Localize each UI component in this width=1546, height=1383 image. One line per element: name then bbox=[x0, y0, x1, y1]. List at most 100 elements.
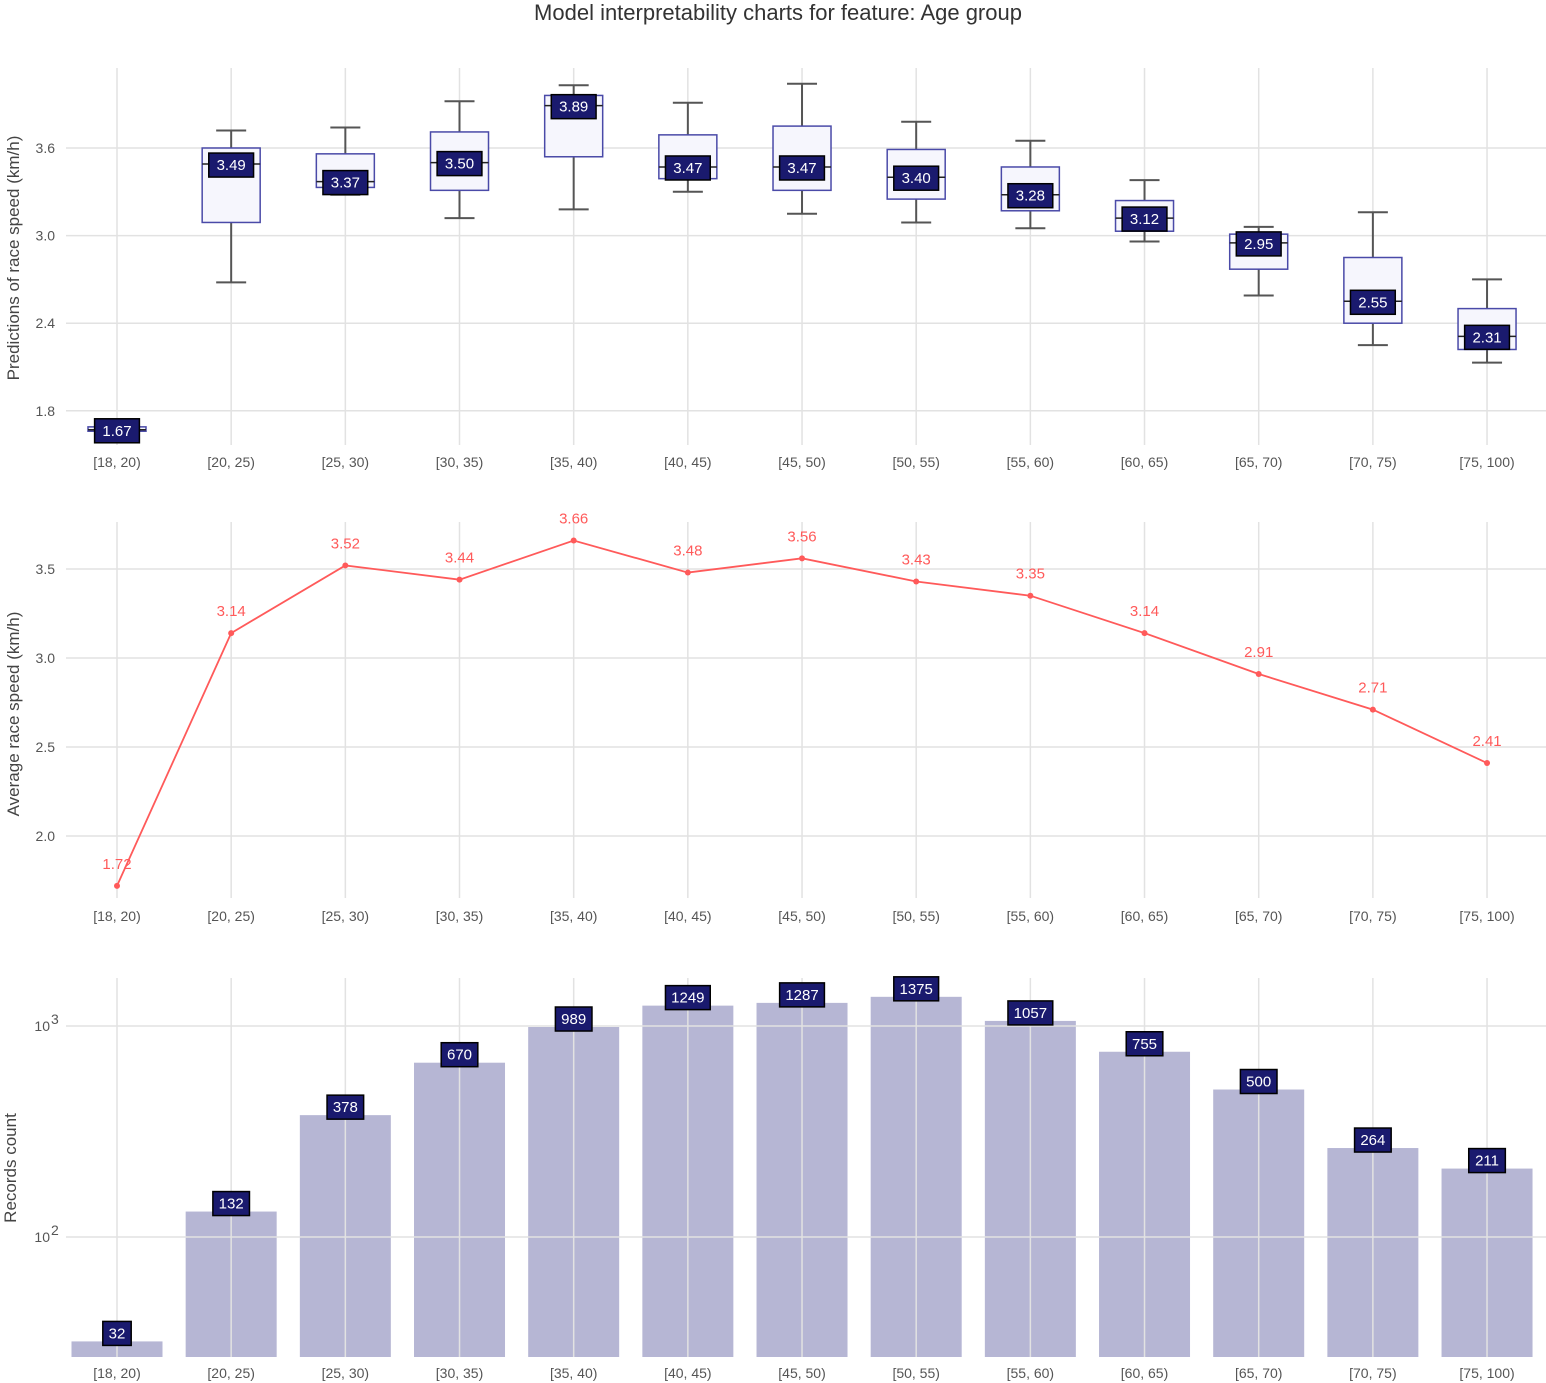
box-median-label-bg bbox=[436, 150, 483, 177]
bar-chart: Records count 10 210 3[18, 20) [20, 25) [25,… bbox=[1, 976, 1546, 1381]
line-x-tick-label: [25, 30) bbox=[322, 908, 369, 924]
box-median-label: 2.55 bbox=[1358, 294, 1387, 311]
boxplot-y-tick-label: 3.6 bbox=[36, 140, 56, 156]
box-median-label: 3.50 bbox=[445, 156, 474, 173]
boxplot-x-tick-label: [55, 60) bbox=[1007, 454, 1054, 470]
line-x-tick-label: [35, 40) bbox=[550, 908, 597, 924]
box-median-label-bg bbox=[322, 169, 369, 196]
bar-value-label: 264 bbox=[1360, 1132, 1385, 1149]
line-value-label: 3.35 bbox=[1016, 566, 1045, 583]
bar-x-tick-label: [65, 70) bbox=[1235, 1365, 1282, 1381]
line-value-label: 3.48 bbox=[673, 543, 702, 560]
boxplot-x-tick-label: [75, 100) bbox=[1459, 454, 1514, 470]
boxplot-y-tick-label: 3.0 bbox=[36, 228, 56, 244]
line-x-tick-label: [45, 50) bbox=[778, 908, 825, 924]
line-value-label: 3.14 bbox=[217, 603, 246, 620]
bar-x-tick-label: [45, 50) bbox=[778, 1365, 825, 1381]
bar-value-label: 989 bbox=[561, 1011, 586, 1028]
line-x-tick-label: [40, 45) bbox=[664, 908, 711, 924]
boxplot-x-tick-label: [18, 20) bbox=[93, 454, 140, 470]
box-median-label: 3.37 bbox=[331, 175, 360, 192]
bar-x-tick-label: [50, 55) bbox=[892, 1365, 939, 1381]
box-median-label: 3.28 bbox=[1016, 188, 1045, 205]
box-median-label: 3.89 bbox=[559, 99, 588, 116]
line-value-label: 3.66 bbox=[559, 511, 588, 528]
bar-y-axis-title: Records count bbox=[1, 1113, 20, 1223]
box-median-label-bg bbox=[1463, 324, 1511, 351]
box-median-label-bg bbox=[1235, 231, 1282, 257]
bar-y-tick-label: 10 bbox=[34, 1229, 50, 1245]
boxplot-x-tick-label: [60, 65) bbox=[1121, 454, 1168, 470]
box-median-label: 2.31 bbox=[1472, 329, 1501, 346]
line-value-label: 3.43 bbox=[902, 551, 931, 568]
boxplot-x-tick-label: [45, 50) bbox=[778, 454, 825, 470]
box-median-label-bg bbox=[1007, 182, 1054, 209]
box-median-label-bg bbox=[208, 152, 255, 178]
line-point bbox=[799, 555, 806, 562]
bar-value-label: 378 bbox=[333, 1099, 358, 1116]
line-point bbox=[1484, 760, 1491, 767]
box-median-label-bg bbox=[893, 165, 940, 191]
line-x-tick-label: [55, 60) bbox=[1007, 908, 1054, 924]
line-point bbox=[1141, 630, 1148, 637]
box-median-label-bg bbox=[664, 155, 712, 181]
boxplot-chart: Predictions of race speed (km/h) 1.8 2.4 3… bbox=[4, 68, 1546, 470]
bar-x-tick-label: [20, 25) bbox=[207, 1365, 254, 1381]
boxplot-x-tick-label: [40, 45) bbox=[664, 454, 711, 470]
bar-value-label-bg bbox=[554, 1006, 593, 1032]
bar-x-tick-label: [70, 75) bbox=[1349, 1365, 1396, 1381]
bar-x-tick-label: [30, 35) bbox=[436, 1365, 483, 1381]
boxplot-y-tick-label: 2.4 bbox=[36, 315, 56, 331]
line-x-tick-label: [18, 20) bbox=[93, 908, 140, 924]
bar-value-label: 1287 bbox=[785, 987, 818, 1004]
boxplot-x-tick-label: [35, 40) bbox=[550, 454, 597, 470]
line-y-tick-label: 2.5 bbox=[36, 739, 56, 755]
box-median-label-bg bbox=[93, 418, 141, 444]
boxplot-x-tick-label: [65, 70) bbox=[1235, 454, 1282, 470]
line-y-tick-label: 3.0 bbox=[36, 650, 56, 666]
line-point bbox=[1369, 706, 1376, 713]
line-point bbox=[456, 576, 463, 583]
box-median-label-bg bbox=[1349, 289, 1397, 316]
bar-x-tick-label: [18, 20) bbox=[93, 1365, 140, 1381]
bar-value-label: 670 bbox=[447, 1047, 472, 1064]
bar-value-label-bg bbox=[212, 1190, 251, 1217]
bar-x-tick-label: [75, 100) bbox=[1459, 1365, 1514, 1381]
bar-value-label: 755 bbox=[1132, 1036, 1157, 1053]
bar-value-label-bg bbox=[893, 976, 940, 1002]
line-point bbox=[1027, 592, 1034, 599]
bar-value-label-bg bbox=[1125, 1031, 1164, 1057]
line-point bbox=[342, 562, 349, 569]
line-y-tick-label: 2.0 bbox=[36, 828, 56, 844]
line-value-label: 2.41 bbox=[1472, 733, 1501, 750]
figure-title: Model interpretability charts for featur… bbox=[534, 0, 1022, 25]
line-x-tick-label: [65, 70) bbox=[1235, 908, 1282, 924]
bar-value-label: 211 bbox=[1475, 1153, 1499, 1170]
box-median-label: 2.95 bbox=[1244, 236, 1273, 253]
boxplot-x-tick-label: [70, 75) bbox=[1349, 454, 1396, 470]
box-median-label: 3.40 bbox=[902, 170, 931, 187]
bar-x-tick-label: [40, 45) bbox=[664, 1365, 711, 1381]
bar-value-label-bg bbox=[440, 1041, 479, 1068]
bar-x-tick-label: [60, 65) bbox=[1121, 1365, 1168, 1381]
bar-x-tick-label: [55, 60) bbox=[1007, 1365, 1054, 1381]
line-point bbox=[114, 882, 120, 889]
line-x-tick-label: [70, 75) bbox=[1349, 908, 1396, 924]
box-median-label: 1.67 bbox=[102, 423, 131, 440]
bar-value-label-bg bbox=[664, 984, 712, 1011]
boxplot-y-axis-title: Predictions of race speed (km/h) bbox=[4, 136, 23, 381]
bar-value-label-bg bbox=[1467, 1147, 1507, 1174]
line-x-tick-label: [60, 65) bbox=[1121, 908, 1168, 924]
bar-value-label-bg bbox=[326, 1094, 365, 1120]
bar-x-tick-label: [35, 40) bbox=[550, 1365, 597, 1381]
box-median-label-bg bbox=[1121, 206, 1168, 232]
bar-value-label-bg bbox=[1007, 1000, 1054, 1026]
bar-value-label-bg bbox=[102, 1320, 132, 1347]
box-median-label-bg bbox=[778, 155, 826, 181]
boxplot-x-tick-label: [50, 55) bbox=[892, 454, 939, 470]
bar-value-label: 32 bbox=[109, 1325, 126, 1342]
line-point bbox=[228, 630, 235, 637]
line-value-label: 3.56 bbox=[787, 528, 816, 545]
box-median-label-bg bbox=[550, 93, 597, 120]
